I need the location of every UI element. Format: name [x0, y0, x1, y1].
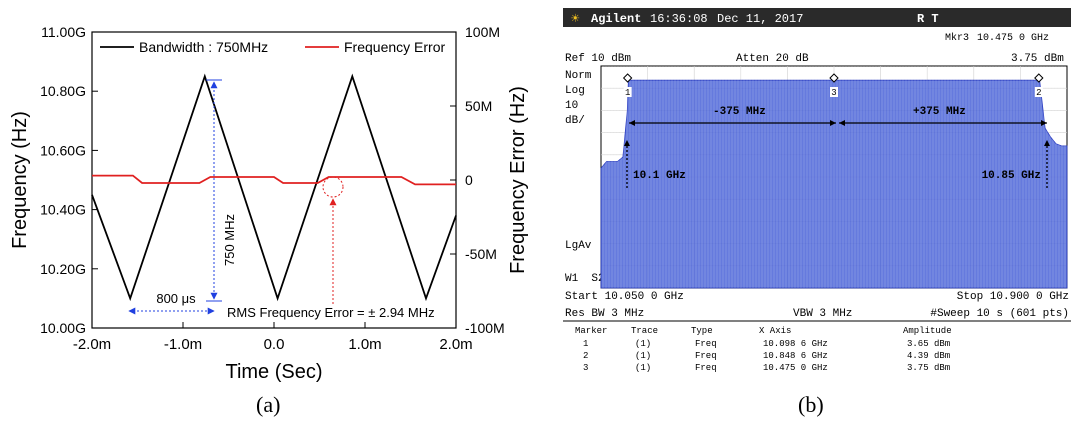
span-arrow-right-head-b: [1041, 120, 1047, 126]
span-label-800us: 800 μs: [156, 291, 196, 306]
table-cell: 4.39 dBm: [907, 351, 950, 361]
table-header: Trace: [631, 326, 658, 336]
chart-panel-a: -2.0m -1.0m 0.0 1.0m 2.0m 10.00G 10.20G 10.40G…: [9, 24, 529, 417]
marker-diamond: [829, 73, 839, 83]
marker-number: 3: [831, 88, 836, 98]
table-cell: 3.65 dBm: [907, 339, 950, 349]
x-axis-label: Time (Sec): [225, 361, 322, 383]
marker-diamond: [1034, 73, 1044, 83]
header-flags: R T: [917, 12, 939, 26]
y-right-tick-label: 0: [465, 172, 473, 188]
span-arrow-left-head-a: [629, 120, 635, 126]
edge-label-left: 10.1 GHz: [633, 170, 686, 182]
legend-label-freq-error: Frequency Error: [344, 39, 445, 55]
y-left-tick-label: 10.40G: [40, 202, 86, 218]
rms-label: RMS Frequency Error = ± 2.94 MHz: [227, 305, 435, 320]
table-cell: 1: [583, 339, 588, 349]
marker-readout-label: Mkr3: [945, 32, 969, 44]
edge-arrow-right-head: [1044, 140, 1050, 146]
table-cell: 10.098 6 GHz: [763, 339, 828, 349]
sun-icon: ☀: [571, 12, 580, 28]
y-axis-label-right: Frequency Error (Hz): [507, 86, 529, 274]
panel-label-a: (a): [256, 392, 281, 417]
scale-label-db: dB/: [565, 115, 585, 127]
ref-level: Ref 10 dBm: [565, 53, 631, 65]
header-time: 16:36:08: [650, 12, 708, 26]
table-cell: Freq: [695, 363, 717, 373]
span-arrow-right-head-a: [839, 120, 845, 126]
marker-diamond: [622, 73, 633, 83]
y-axis-label-left: Frequency (Hz): [9, 111, 31, 249]
x-tick-label: -2.0m: [73, 336, 111, 353]
scale-label-norm: Norm: [565, 70, 592, 82]
y-right-tick-label: -50M: [465, 246, 497, 262]
scale-label-log: Log: [565, 85, 585, 97]
marker-readout-amp: 3.75 dBm: [1011, 53, 1064, 65]
series-line-bandwidth: [91, 73, 457, 302]
x-tick-label: 1.0m: [348, 336, 381, 353]
marker-readout-freq: 10.475 0 GHz: [977, 33, 1049, 44]
attenuation: Atten 20 dB: [736, 53, 809, 65]
res-bw: Res BW 3 MHz: [565, 308, 644, 320]
span-label-left: -375 MHz: [713, 106, 766, 118]
table-cell: Freq: [695, 339, 717, 349]
table-cell: Freq: [695, 351, 717, 361]
frequency-chart: -2.0m -1.0m 0.0 1.0m 2.0m 10.00G 10.20G 10.40G…: [9, 24, 529, 383]
start-freq: Start 10.050 0 GHz: [565, 291, 684, 303]
header-bar: [563, 8, 1071, 27]
edge-arrow-left-head: [624, 140, 630, 146]
table-cell: (1): [635, 339, 651, 349]
y-right-tick-label: -100M: [465, 320, 505, 336]
span-arrow-left-head-b: [830, 120, 836, 126]
table-header: Amplitude: [903, 326, 952, 336]
y-left-tick-label: 10.60G: [40, 142, 86, 158]
marker-label-bg: [1034, 87, 1043, 97]
header-date: Dec 11, 2017: [717, 12, 803, 26]
lgav-label: LgAv: [565, 240, 592, 252]
table-header: X Axis: [759, 326, 791, 336]
plot-frame: [91, 31, 457, 329]
table-cell: 10.848 6 GHz: [763, 351, 828, 361]
marker-label-bg: [830, 87, 838, 97]
table-cell: (1): [635, 351, 651, 361]
spectrum-analyzer-panel: ☀ Agilent 16:36:08 Dec 11, 2017 R T Mkr3…: [563, 8, 1071, 386]
table-header: Type: [691, 326, 713, 336]
scale-label-10: 10: [565, 100, 578, 112]
spectrum-analyzer-screen: ☀ Agilent 16:36:08 Dec 11, 2017 R T Mkr3…: [563, 8, 1071, 373]
x-tick-label: 2.0m: [439, 336, 472, 353]
span-label-750mhz: 750 MHz: [222, 214, 237, 266]
y-right-tick-label: 100M: [465, 24, 500, 40]
span-label-right: +375 MHz: [913, 106, 966, 118]
legend-label-bandwidth: Bandwidth : 750MHz: [139, 39, 268, 55]
marker-label-bg: [623, 87, 632, 97]
y-left-tick-label: 10.00G: [40, 320, 86, 336]
y-left-tick-label: 10.80G: [40, 83, 86, 99]
table-cell: 3: [583, 363, 588, 373]
y-right-tick-label: 50M: [465, 98, 492, 114]
table-cell: 3.75 dBm: [907, 363, 950, 373]
x-tick-label: 0.0: [264, 336, 285, 353]
marker-number: 2: [1036, 88, 1041, 98]
table-header: Marker: [575, 326, 607, 336]
y-left-tick-label: 11.00G: [41, 24, 86, 40]
y-left-tick-label: 10.20G: [40, 261, 86, 277]
marker-number: 1: [625, 88, 630, 98]
table-cell: 2: [583, 351, 588, 361]
w1s2-label: W1 S2: [565, 273, 605, 285]
rms-circle: [322, 176, 344, 198]
table-cell: (1): [635, 363, 651, 373]
span-label-bg: [150, 290, 202, 306]
vbw: VBW 3 MHz: [793, 308, 852, 320]
table-cell: 10.475 0 GHz: [763, 363, 828, 373]
x-tick-label: -1.0m: [164, 336, 202, 353]
brand-label: Agilent: [591, 12, 641, 26]
sweep: #Sweep 10 s (601 pts): [930, 308, 1069, 320]
stop-freq: Stop 10.900 0 GHz: [957, 291, 1069, 303]
series-line-frequency-error: [92, 174, 456, 186]
edge-label-right: 10.85 GHz: [982, 170, 1041, 182]
panel-label-b-caption: (b): [798, 392, 824, 417]
